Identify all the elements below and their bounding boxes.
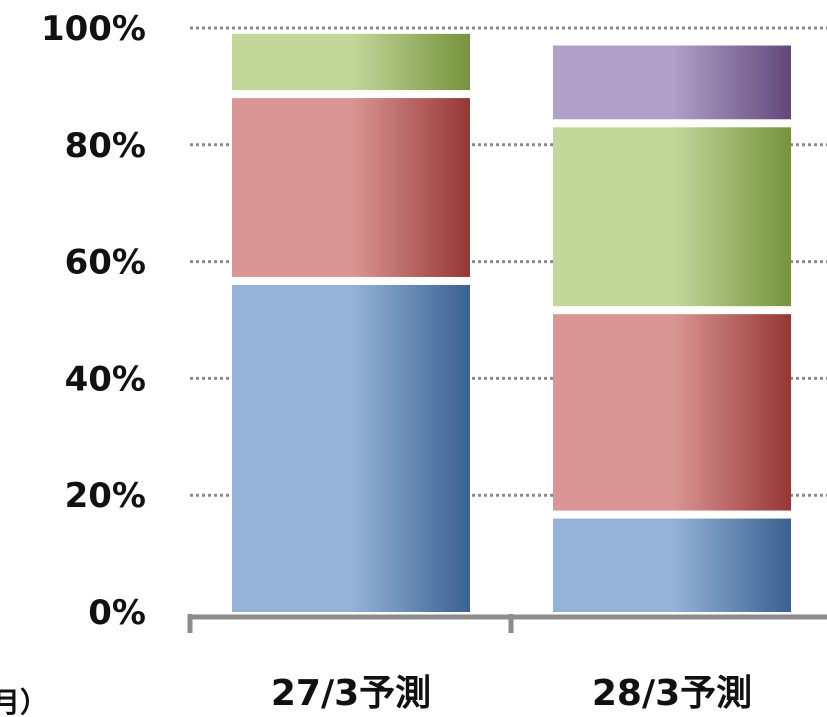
bar-segment [232, 284, 470, 612]
bars [232, 33, 791, 612]
x-category-label: 27/3予測 [271, 673, 431, 714]
y-tick-label: 40% [65, 359, 146, 399]
bar-segment [553, 45, 791, 120]
y-tick-label: 100% [41, 9, 146, 49]
y-tick-label: 80% [65, 126, 146, 166]
bar-segment [232, 98, 470, 277]
x-axis [187, 614, 827, 633]
bar-segment [553, 127, 791, 307]
y-tick-label: 20% [65, 476, 146, 516]
cropped-axis-label: 月） [0, 686, 48, 717]
y-tick-label: 60% [65, 243, 146, 283]
x-category-label: 28/3予測 [592, 673, 752, 714]
bar-segment [553, 518, 791, 612]
bar-segment [232, 33, 470, 91]
y-tick-label: 0% [88, 593, 146, 633]
labels: 0% 20% 40% 60% 80% 100% 27/3予測 28/3予測 月） [0, 9, 752, 717]
bar-segment [553, 314, 791, 511]
